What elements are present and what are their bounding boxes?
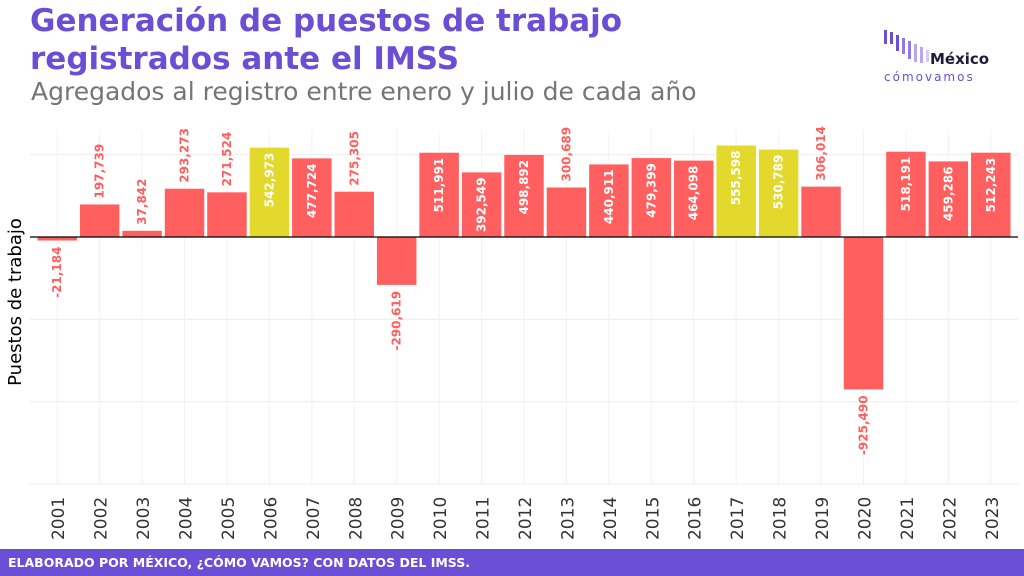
data-label-2019: 306,014 bbox=[814, 126, 828, 181]
data-label-2010: 511,991 bbox=[432, 158, 446, 213]
data-label-2017: 555,598 bbox=[729, 151, 743, 206]
bar-2019 bbox=[801, 186, 841, 238]
data-label-2008: 275,305 bbox=[347, 131, 361, 186]
y-axis-label: Puestos de trabajo bbox=[5, 218, 26, 386]
x-tick-2017: 2017 bbox=[728, 497, 748, 540]
bar-2013 bbox=[546, 187, 587, 238]
bar-2003 bbox=[122, 230, 162, 238]
bar-2023 bbox=[971, 152, 1011, 238]
footer-credit: ELABORADO POR MÉXICO, ¿CÓMO VAMOS? CON D… bbox=[8, 555, 470, 570]
x-tick-2005: 2005 bbox=[219, 497, 239, 540]
x-tick-2011: 2011 bbox=[474, 497, 494, 540]
data-label-2014: 440,911 bbox=[602, 169, 616, 224]
bar-chart: -21,184 197,739 37,842 293,273 271,524 542,97… bbox=[5, 126, 1018, 540]
x-tick-2009: 2009 bbox=[389, 497, 409, 540]
title-line-2: registrados ante el IMSS bbox=[30, 41, 460, 77]
bar-2016 bbox=[674, 160, 714, 238]
data-label-2003: 37,842 bbox=[135, 178, 149, 224]
data-label-2015: 479,399 bbox=[644, 163, 658, 218]
bar-2012 bbox=[504, 154, 544, 238]
x-tick-2001: 2001 bbox=[49, 497, 69, 540]
mexico-como-vamos-logo: México cómovamos bbox=[882, 28, 1007, 84]
bar-2011 bbox=[461, 172, 502, 238]
data-label-2002: 197,739 bbox=[93, 144, 107, 199]
bar-2015 bbox=[631, 158, 672, 238]
bar-2017 bbox=[716, 145, 756, 238]
data-label-2018: 530,789 bbox=[772, 155, 786, 210]
bar-2020 bbox=[843, 237, 884, 390]
bar-2001 bbox=[37, 237, 77, 241]
data-label-2011: 392,549 bbox=[475, 177, 489, 232]
bar-2008 bbox=[334, 191, 374, 238]
title-line-1: Generación de puestos de trabajo bbox=[30, 3, 623, 39]
x-tick-2012: 2012 bbox=[516, 497, 536, 540]
data-label-2005: 271,524 bbox=[220, 132, 234, 187]
data-label-2007: 477,724 bbox=[305, 163, 319, 218]
grid-lines bbox=[30, 130, 1018, 485]
x-tick-2023: 2023 bbox=[983, 497, 1003, 540]
x-tick-2002: 2002 bbox=[92, 497, 112, 540]
x-tick-2015: 2015 bbox=[643, 497, 663, 540]
bar-2007 bbox=[292, 158, 332, 238]
data-label-2022: 459,286 bbox=[941, 166, 955, 221]
data-label-2023: 512,243 bbox=[984, 158, 998, 213]
x-tick-2010: 2010 bbox=[431, 497, 451, 540]
bar-2018 bbox=[758, 149, 799, 238]
bar-2021 bbox=[886, 151, 926, 238]
chart-title: Generación de puestos de trabajo registr… bbox=[30, 2, 730, 78]
bars bbox=[37, 145, 1011, 390]
x-tick-2007: 2007 bbox=[304, 497, 324, 540]
footer-banner: ELABORADO POR MÉXICO, ¿CÓMO VAMOS? CON D… bbox=[0, 549, 1024, 576]
x-tick-2020: 2020 bbox=[855, 497, 875, 540]
x-tick-2016: 2016 bbox=[686, 497, 706, 540]
x-tick-2014: 2014 bbox=[601, 497, 621, 540]
data-label-2016: 464,098 bbox=[687, 166, 701, 221]
x-tick-2006: 2006 bbox=[261, 497, 281, 540]
bar-2004 bbox=[164, 188, 205, 238]
bar-2014 bbox=[589, 164, 629, 238]
data-label-2021: 518,191 bbox=[899, 157, 913, 212]
bar-2006 bbox=[249, 147, 290, 238]
data-label-2004: 293,273 bbox=[178, 128, 192, 183]
x-tick-2003: 2003 bbox=[134, 497, 154, 540]
bar-2010 bbox=[419, 152, 459, 238]
logo-tagline: cómovamos bbox=[884, 70, 975, 84]
logo-name: México bbox=[930, 50, 990, 68]
x-tick-2021: 2021 bbox=[898, 497, 918, 540]
data-label-2012: 498,892 bbox=[517, 160, 531, 215]
bar-2002 bbox=[79, 204, 120, 238]
x-tick-2022: 2022 bbox=[940, 497, 960, 540]
bar-2022 bbox=[928, 161, 969, 238]
bar-2005 bbox=[207, 192, 247, 238]
data-labels: -21,184 197,739 37,842 293,273 271,524 542,97… bbox=[50, 126, 998, 455]
data-label-2020: -925,490 bbox=[856, 395, 870, 455]
x-tick-2019: 2019 bbox=[813, 497, 833, 540]
x-tick-2004: 2004 bbox=[177, 497, 197, 540]
chart-subtitle: Agregados al registro entre enero y juli… bbox=[31, 77, 697, 106]
x-tick-labels: 2001 2002 2003 2004 2005 2006 2007 2008 2009 2010… bbox=[49, 497, 1003, 540]
bar-2009 bbox=[376, 237, 417, 285]
data-label-2006: 542,973 bbox=[262, 153, 276, 208]
x-tick-2013: 2013 bbox=[558, 497, 578, 540]
data-label-2001: -21,184 bbox=[50, 247, 64, 298]
data-label-2009: -290,619 bbox=[390, 291, 404, 351]
bar-cluster-icon bbox=[884, 30, 929, 63]
data-label-2013: 300,689 bbox=[559, 127, 573, 182]
x-tick-2018: 2018 bbox=[771, 497, 791, 540]
x-tick-2008: 2008 bbox=[346, 497, 366, 540]
